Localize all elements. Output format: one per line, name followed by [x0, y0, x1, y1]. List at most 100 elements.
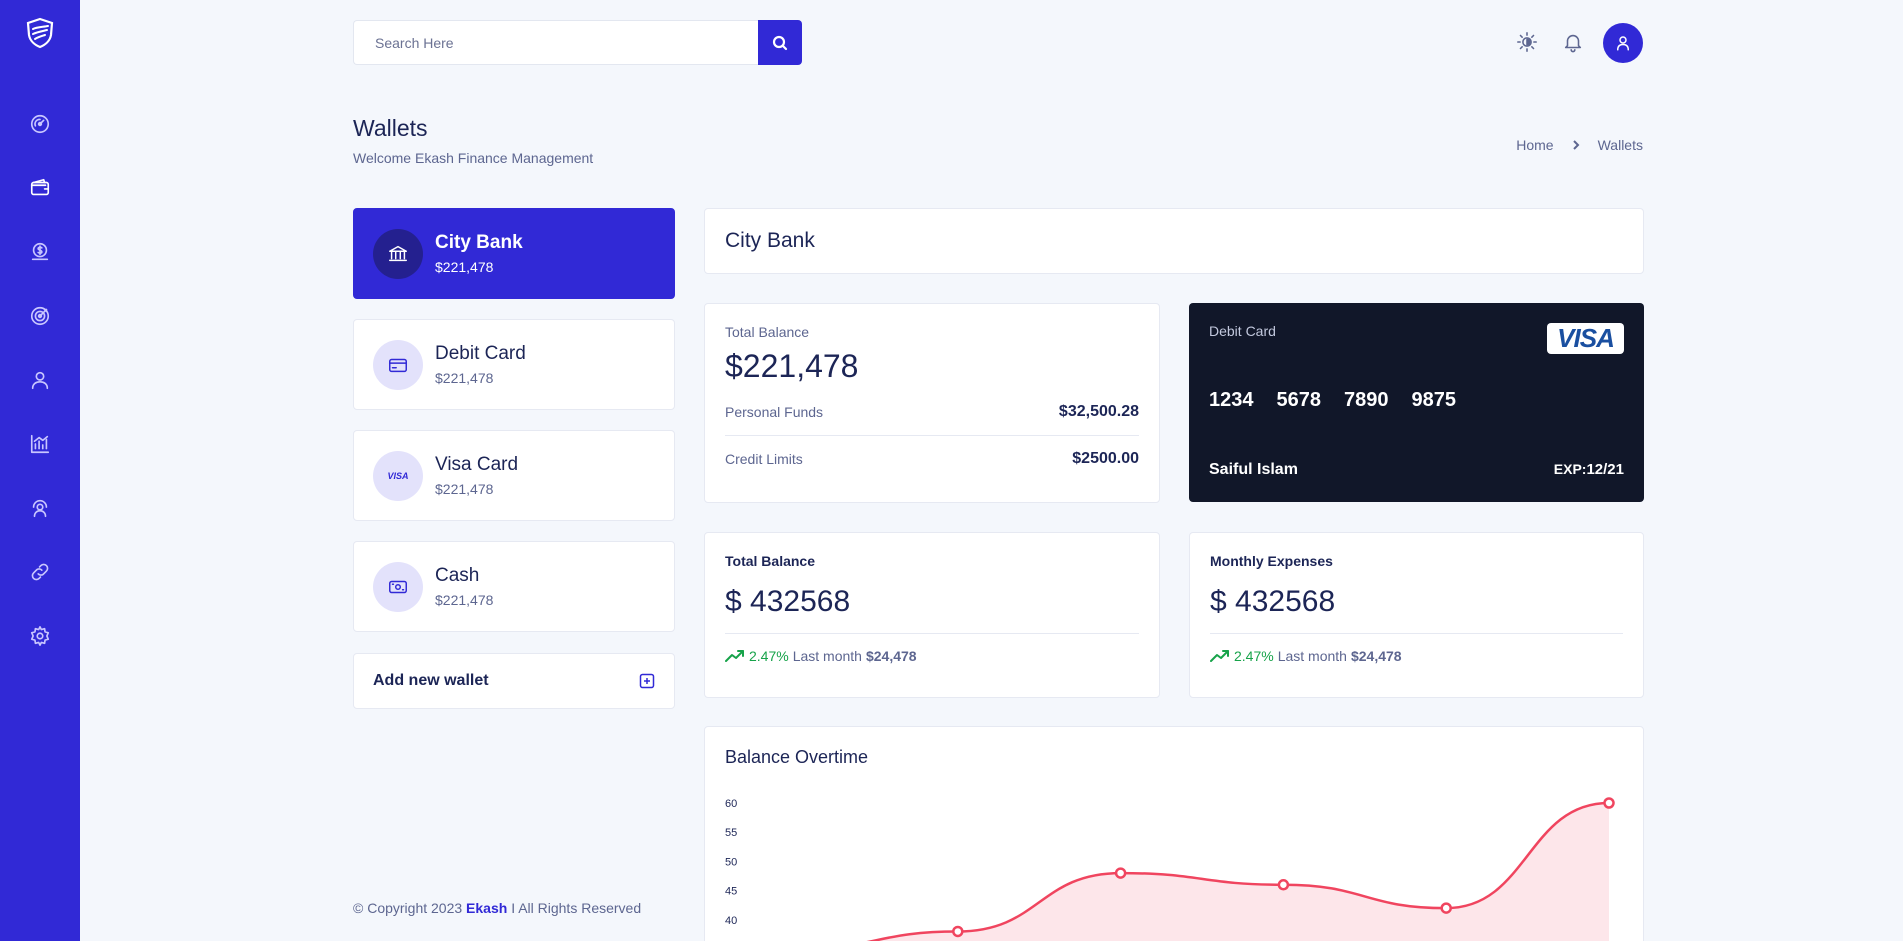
wallet-name: Visa Card — [435, 454, 519, 475]
nav-analytics[interactable] — [26, 430, 54, 458]
balance-row-credit-limits: Credit Limits $2500.00 — [725, 450, 1139, 468]
wallet-amount: $221,478 — [435, 370, 494, 386]
shield-logo-icon[interactable] — [24, 17, 56, 49]
user-icon — [31, 371, 49, 390]
balance-amount: $221,478 — [725, 348, 859, 384]
card-holder: Saiful Islam — [1209, 461, 1298, 478]
balance-row-personal-funds: Personal Funds $32,500.28 — [725, 403, 1139, 435]
wallet-item-visa-card[interactable]: VISA Visa Card $221,478 — [353, 430, 675, 521]
visa-icon: VISA — [373, 450, 423, 501]
data-point[interactable] — [1440, 902, 1452, 914]
card-number-group: 1234 — [1209, 389, 1254, 411]
stat-trend: 2.47% Last month $24,478 — [1210, 648, 1623, 664]
gear-icon — [30, 626, 50, 646]
wallet-name: City Bank — [435, 232, 523, 253]
bank-icon — [373, 228, 423, 279]
data-point[interactable] — [1277, 879, 1290, 891]
data-point[interactable] — [1114, 867, 1127, 879]
chevron-right-icon — [1572, 140, 1580, 150]
cash-icon — [373, 561, 423, 612]
y-tick-label: 60 — [725, 798, 737, 810]
stat-period: Last month — [792, 648, 862, 664]
nav-settings[interactable] — [26, 622, 54, 650]
nav-payments[interactable] — [26, 238, 54, 266]
bell-icon — [1564, 34, 1582, 53]
stat-last-value: $24,478 — [865, 648, 917, 664]
search-icon — [772, 35, 788, 50]
y-tick-label: 50 — [725, 856, 737, 868]
y-tick-label: 45 — [725, 886, 737, 898]
nav-wallets[interactable] — [26, 174, 54, 202]
wallet-amount: $221,478 — [435, 481, 494, 497]
sidebar — [0, 0, 80, 941]
footer-prefix: © Copyright 2023 — [353, 900, 463, 916]
stat-card-monthly-expenses: Monthly Expenses $ 432568 2.47% Last mon… — [1189, 532, 1644, 698]
series-line — [866, 801, 1610, 941]
notifications-button[interactable] — [1559, 28, 1587, 56]
search-bar — [353, 20, 802, 65]
stat-title: Monthly Expenses — [1210, 553, 1333, 569]
wallet-item-city-bank[interactable]: City Bank $221,478 — [353, 208, 675, 299]
wallet-name: Debit Card — [435, 343, 526, 364]
stat-card-total-balance: Total Balance $ 432568 2.47% Last month … — [704, 532, 1160, 698]
stat-percent: 2.47% — [749, 648, 789, 664]
nav-goals[interactable] — [26, 302, 54, 330]
expiry-value: 12/21 — [1586, 461, 1624, 478]
bar-chart-icon — [30, 434, 50, 454]
breadcrumb-home[interactable]: Home — [1516, 137, 1554, 153]
y-tick-label: 40 — [725, 915, 737, 927]
series-area — [872, 803, 1609, 941]
search-input[interactable] — [353, 20, 758, 65]
data-point[interactable] — [1603, 797, 1615, 809]
card-number-group: 7890 — [1344, 389, 1389, 411]
wallet-amount: $221,478 — [435, 259, 494, 275]
nav-support[interactable] — [26, 494, 54, 522]
nav-profile[interactable] — [26, 366, 54, 394]
page-subtitle: Welcome Ekash Finance Management — [353, 150, 594, 166]
balance-chart-card: Balance Overtime 40 45 50 55 60 — [704, 726, 1644, 941]
card-number-group: 5678 — [1276, 389, 1322, 411]
stat-last-value: $24,478 — [1350, 648, 1402, 664]
selected-bank-title: City Bank — [725, 229, 815, 252]
avatar[interactable] — [1603, 23, 1643, 63]
breadcrumb-current: Wallets — [1597, 137, 1643, 153]
target-icon — [30, 306, 50, 326]
footer-brand[interactable]: Ekash — [466, 900, 508, 916]
credit-card-icon — [373, 339, 423, 390]
search-button[interactable] — [758, 20, 802, 65]
chart-title: Balance Overtime — [725, 747, 869, 767]
theme-toggle-button[interactable] — [1513, 28, 1541, 56]
plus-square-icon — [639, 673, 655, 689]
nav-links[interactable] — [26, 558, 54, 586]
footer-suffix: I All Rights Reserved — [511, 900, 642, 916]
data-point[interactable] — [952, 925, 964, 938]
debit-card[interactable]: Debit Card VISA 1234 5678 7890 9875 Saif… — [1189, 303, 1644, 502]
wallet-name: Cash — [435, 565, 480, 586]
user-icon — [1617, 36, 1629, 51]
stat-amount: $ 432568 — [1210, 585, 1336, 618]
debit-card-label: Debit Card — [1209, 323, 1276, 339]
balance-overtime-chart: 40 45 50 55 60 — [725, 797, 1615, 941]
stat-title: Total Balance — [725, 553, 815, 569]
visa-logo-icon: VISA — [1547, 323, 1624, 354]
expiry-label: EXP: — [1553, 461, 1587, 477]
stat-percent: 2.47% — [1234, 648, 1274, 664]
stat-trend: 2.47% Last month $24,478 — [725, 648, 1139, 664]
wallet-item-cash[interactable]: Cash $221,478 — [353, 541, 675, 632]
headset-icon — [32, 499, 48, 518]
card-number-group: 9875 — [1411, 389, 1457, 411]
row-label: Credit Limits — [725, 451, 803, 467]
wallet-icon — [30, 178, 50, 196]
row-value: $2500.00 — [1072, 450, 1139, 467]
divider — [1210, 633, 1623, 634]
breadcrumb: Home Wallets — [1516, 137, 1643, 153]
wallet-amount: $221,478 — [435, 592, 494, 608]
link-icon — [31, 563, 49, 581]
nav-dashboard[interactable] — [26, 110, 54, 138]
stat-period: Last month — [1277, 648, 1347, 664]
wallet-item-debit-card[interactable]: Debit Card $221,478 — [353, 319, 675, 410]
speedometer-icon — [30, 114, 50, 134]
divider — [725, 633, 1139, 634]
add-wallet-button[interactable]: Add new wallet — [353, 653, 675, 709]
add-wallet-label: Add new wallet — [373, 672, 489, 689]
